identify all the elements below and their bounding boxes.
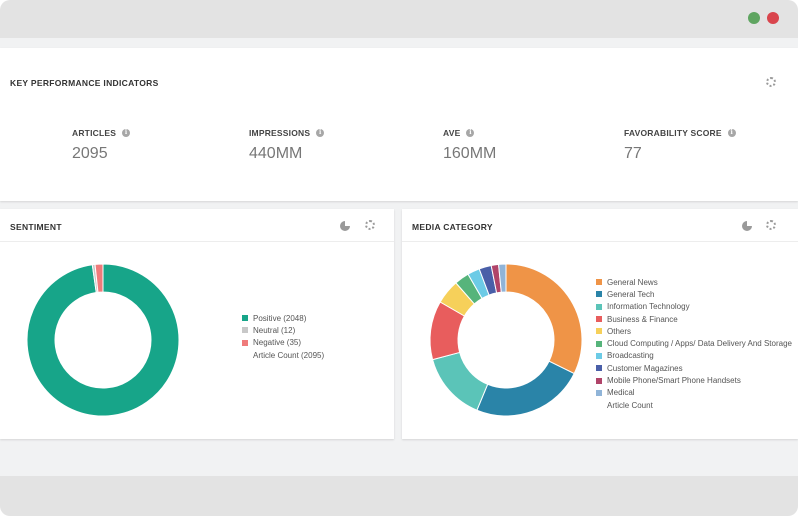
media-legend-item[interactable]: General News	[596, 276, 792, 288]
info-icon[interactable]: i	[122, 129, 131, 137]
legend-label: Medical	[607, 388, 635, 398]
sentiment-legend-item[interactable]: Neutral (12)	[242, 324, 324, 336]
legend-swatch	[596, 340, 602, 347]
kpi-favorability-value: 77	[624, 145, 642, 162]
legend-label: General News	[607, 277, 658, 287]
legend-label: Customer Magazines	[607, 363, 683, 373]
sentiment-settings-gear-icon[interactable]	[365, 220, 375, 230]
legend-swatch	[596, 328, 602, 335]
kpi-settings-gear-icon[interactable]	[766, 77, 776, 87]
legend-swatch	[596, 303, 602, 310]
media-slice-general-news[interactable]	[505, 263, 583, 375]
kpi-favorability: FAVORABILITY SCORE i 77	[624, 128, 736, 163]
legend-label: General Tech	[607, 289, 655, 299]
media-settings-gear-icon[interactable]	[766, 220, 776, 230]
legend-label: Positive (2048)	[253, 313, 307, 323]
close-button[interactable]	[767, 12, 779, 24]
media-legend-item[interactable]: General Tech	[596, 288, 792, 300]
window-titlebar	[0, 0, 798, 38]
dashboard-content: KEY PERFORMANCE INDICATORS ARTICLES i 20…	[0, 38, 798, 476]
kpi-impressions: IMPRESSIONS i 440MM	[249, 128, 325, 163]
legend-label: Information Technology	[607, 302, 690, 312]
media-legend-item[interactable]: Business & Finance	[596, 313, 792, 325]
legend-swatch	[242, 352, 248, 358]
media-slice-information-technology[interactable]	[431, 351, 489, 411]
media-slice-general-tech[interactable]	[476, 360, 575, 417]
chart-type-pie-icon[interactable]	[742, 221, 752, 231]
kpi-card: KEY PERFORMANCE INDICATORS ARTICLES i 20…	[0, 48, 798, 201]
kpi-impressions-value: 440MM	[249, 145, 303, 162]
sentiment-card: SENTIMENT Positive (2048) Neutral (12) Neg…	[0, 209, 394, 439]
media-category-title: MEDIA CATEGORY	[412, 222, 493, 232]
maximize-button[interactable]	[748, 12, 760, 24]
sentiment-slice-positive[interactable]	[26, 263, 180, 417]
media-legend-item[interactable]: Broadcasting	[596, 350, 792, 362]
legend-swatch	[596, 316, 602, 323]
info-icon[interactable]: i	[466, 129, 475, 137]
divider	[402, 241, 798, 242]
legend-swatch	[242, 339, 248, 346]
legend-label: Negative (35)	[253, 338, 302, 348]
info-icon[interactable]: i	[316, 129, 325, 137]
kpi-articles: ARTICLES i 2095	[72, 128, 131, 163]
legend-label: Article Count	[607, 400, 653, 410]
kpi-impressions-label: IMPRESSIONS	[249, 128, 311, 138]
sentiment-title: SENTIMENT	[10, 222, 62, 232]
media-legend-item[interactable]: Information Technology	[596, 301, 792, 313]
kpi-favorability-label: FAVORABILITY SCORE	[624, 128, 722, 138]
legend-swatch	[596, 389, 602, 396]
chart-type-pie-icon[interactable]	[340, 221, 350, 231]
legend-swatch	[596, 279, 602, 286]
sentiment-legend-item[interactable]: Positive (2048)	[242, 312, 324, 324]
sentiment-legend-item[interactable]: Negative (35)	[242, 337, 324, 349]
legend-label: Mobile Phone/Smart Phone Handsets	[607, 376, 741, 386]
media-legend-item[interactable]: Customer Magazines	[596, 362, 792, 374]
sentiment-donut-chart	[26, 263, 180, 417]
media-slice-medical[interactable]	[498, 263, 507, 293]
media-legend-item[interactable]: Mobile Phone/Smart Phone Handsets	[596, 374, 792, 386]
kpi-articles-value: 2095	[72, 145, 108, 162]
legend-swatch	[242, 327, 248, 334]
legend-swatch	[242, 315, 248, 322]
kpi-ave: AVE i 160MM	[443, 128, 496, 163]
media-legend-item[interactable]: Others	[596, 325, 792, 337]
media-category-card: MEDIA CATEGORY General News General Tech I…	[402, 209, 798, 439]
media-category-legend: General News General Tech Information Tech…	[596, 276, 792, 411]
divider	[0, 241, 394, 242]
legend-label: Business & Finance	[607, 314, 678, 324]
legend-label: Others	[607, 326, 632, 336]
legend-swatch	[596, 352, 602, 359]
media-legend-item[interactable]: Article Count	[596, 399, 792, 411]
window-footer	[0, 476, 798, 516]
legend-label: Article Count (2095)	[253, 350, 325, 360]
legend-label: Broadcasting	[607, 351, 654, 361]
legend-label: Cloud Computing / Apps/ Data Delivery An…	[607, 339, 792, 349]
sentiment-slice-negative[interactable]	[94, 263, 104, 293]
legend-swatch	[596, 377, 602, 384]
legend-swatch	[596, 365, 602, 372]
info-icon[interactable]: i	[727, 129, 736, 137]
legend-swatch	[596, 291, 602, 298]
media-category-donut-chart	[429, 263, 583, 417]
legend-swatch	[596, 402, 602, 408]
kpi-ave-label: AVE	[443, 128, 461, 138]
media-legend-item[interactable]: Cloud Computing / Apps/ Data Delivery An…	[596, 337, 792, 349]
media-legend-item[interactable]: Medical	[596, 387, 792, 399]
kpi-articles-label: ARTICLES	[72, 128, 117, 138]
legend-label: Neutral (12)	[253, 325, 296, 335]
sentiment-legend: Positive (2048) Neutral (12) Negative (35)…	[242, 312, 324, 361]
kpi-title: KEY PERFORMANCE INDICATORS	[10, 78, 159, 88]
kpi-ave-value: 160MM	[443, 145, 497, 162]
sentiment-legend-item[interactable]: Article Count (2095)	[242, 349, 324, 361]
